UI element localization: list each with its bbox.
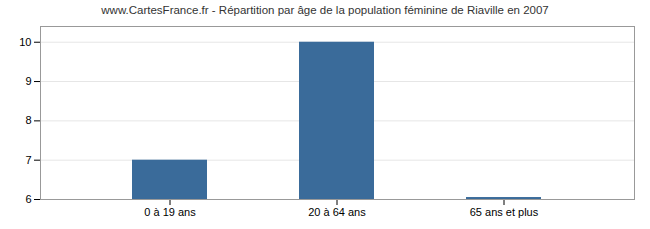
svg-text:0 à 19 ans: 0 à 19 ans xyxy=(144,206,196,218)
svg-text:6: 6 xyxy=(25,193,31,205)
svg-text:10: 10 xyxy=(19,36,31,48)
svg-text:65 ans et plus: 65 ans et plus xyxy=(470,206,539,218)
html-text:www.CartesFrance.fr - Répartit: www.CartesFrance.fr - Répartition par âg… xyxy=(101,4,549,16)
svg-text:9: 9 xyxy=(25,75,31,87)
svg-text:7: 7 xyxy=(25,154,31,166)
svg-text:20 à 64 ans: 20 à 64 ans xyxy=(308,206,366,218)
svg-text:8: 8 xyxy=(25,114,31,126)
